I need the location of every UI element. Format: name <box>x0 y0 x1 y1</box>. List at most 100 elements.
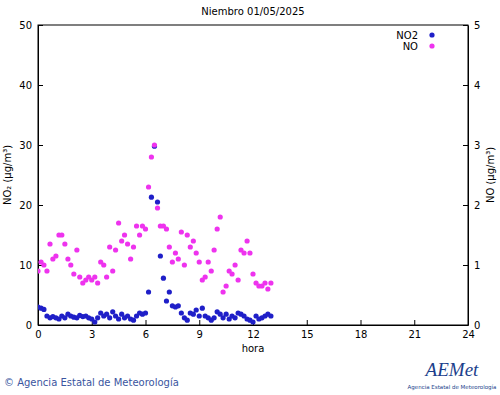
point <box>155 199 160 204</box>
logo: AEMet <box>424 359 479 380</box>
point <box>164 298 169 303</box>
tick-mark <box>361 320 362 325</box>
tick-label: 50 <box>19 20 32 31</box>
point <box>224 312 229 317</box>
point <box>47 241 52 246</box>
point <box>107 244 112 249</box>
x-axis-tick: 21 <box>408 320 421 340</box>
point <box>143 310 148 315</box>
tick-label: 10 <box>19 260 32 271</box>
y2-axis-tick: 3 <box>463 140 480 151</box>
point <box>128 256 133 261</box>
point <box>41 307 46 312</box>
plot-frame <box>38 25 468 325</box>
tick-label: 24 <box>462 329 475 340</box>
point <box>200 306 205 311</box>
x-axis: 03691215182124 <box>35 320 475 340</box>
tick-label: 21 <box>408 329 421 340</box>
point <box>224 283 229 288</box>
series-1 <box>38 142 274 294</box>
point <box>137 232 142 237</box>
tick-mark <box>463 325 468 326</box>
tick-label: 20 <box>19 200 32 211</box>
point <box>268 313 273 318</box>
x-axis-tick: 15 <box>301 320 314 340</box>
point <box>212 315 217 320</box>
tick-mark <box>463 85 468 86</box>
point <box>244 238 249 243</box>
point <box>250 319 255 324</box>
point <box>116 316 121 321</box>
point <box>134 223 139 228</box>
tick-label: 6 <box>143 329 149 340</box>
point <box>241 250 246 255</box>
tick-mark <box>38 85 43 86</box>
point <box>107 315 112 320</box>
points <box>38 142 274 324</box>
chart: 0369121518212401020304050012345Niembro 0… <box>0 0 500 395</box>
point <box>146 289 151 294</box>
x-axis-tick: 6 <box>143 320 149 340</box>
point <box>116 220 121 225</box>
tick-mark <box>38 205 43 206</box>
legend-marker <box>429 32 434 37</box>
point <box>185 232 190 237</box>
point <box>104 274 109 279</box>
tick-label: 0 <box>474 320 480 331</box>
tick-label: 40 <box>19 80 32 91</box>
point <box>44 268 49 273</box>
y2-axis-tick: 0 <box>463 320 480 331</box>
tick-label: 5 <box>474 20 480 31</box>
point <box>182 262 187 267</box>
y-axis-tick: 20 <box>19 200 43 211</box>
y2-axis-line <box>468 26 469 326</box>
point <box>59 232 64 237</box>
legend: NO2NO <box>396 30 434 52</box>
point <box>71 271 76 276</box>
point <box>62 241 67 246</box>
tick-label: 0 <box>35 329 41 340</box>
x-label: hora <box>242 343 265 354</box>
point <box>149 195 154 200</box>
point <box>152 142 157 147</box>
point <box>191 238 196 243</box>
tick-label: 3 <box>89 329 95 340</box>
legend-label: NO2 <box>396 30 418 41</box>
point <box>68 262 73 267</box>
x-axis-tick: 12 <box>247 320 260 340</box>
point <box>77 274 82 279</box>
tick-label: 12 <box>247 329 260 340</box>
point <box>143 226 148 231</box>
point <box>262 280 267 285</box>
point <box>173 250 178 255</box>
x-axis-line <box>39 325 469 326</box>
point <box>164 226 169 231</box>
y-axis-line <box>38 26 39 326</box>
tick-mark <box>463 205 468 206</box>
tick-label: 1 <box>474 260 480 271</box>
point <box>232 262 237 267</box>
y2-label: NO (µg/m³) <box>485 147 496 203</box>
tick-mark <box>199 320 200 325</box>
point <box>170 259 175 264</box>
point <box>176 303 181 308</box>
point <box>176 256 181 261</box>
point <box>206 259 211 264</box>
y-axis-tick: 50 <box>19 20 43 31</box>
point <box>220 289 225 294</box>
tick-mark <box>38 145 43 146</box>
tick-mark <box>38 25 43 26</box>
tick-label: 30 <box>19 140 32 151</box>
point <box>179 310 184 315</box>
point <box>209 268 214 273</box>
y2-axis-tick: 2 <box>463 200 480 211</box>
point <box>265 286 270 291</box>
point <box>250 271 255 276</box>
tick-label: 9 <box>197 329 203 340</box>
tick-mark <box>38 325 43 326</box>
point <box>119 238 124 243</box>
point <box>218 214 223 219</box>
credit: © Agencia Estatal de Meteorología <box>4 377 179 388</box>
tick-label: 2 <box>474 200 480 211</box>
point <box>188 244 193 249</box>
